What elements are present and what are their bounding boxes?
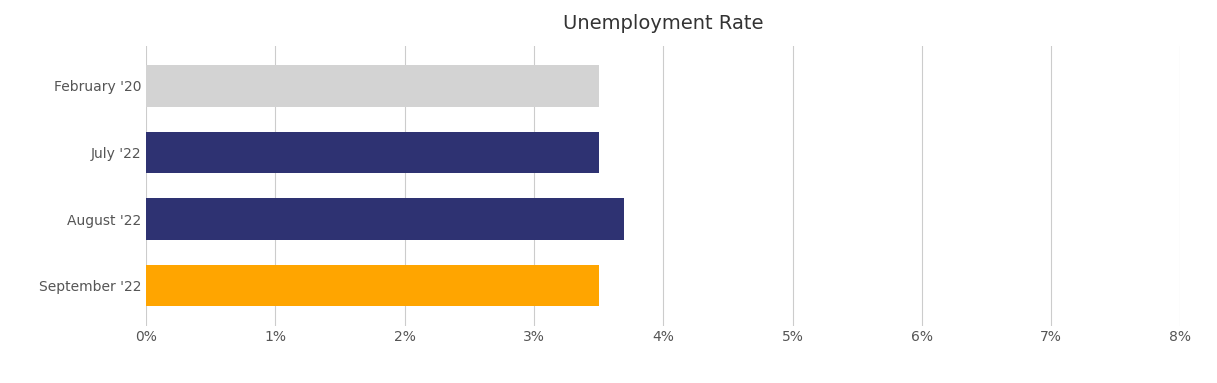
Bar [146, 132, 599, 173]
Title: Unemployment Rate: Unemployment Rate [563, 14, 763, 33]
Bar [146, 65, 599, 106]
Bar [146, 265, 599, 306]
Bar [146, 198, 624, 240]
